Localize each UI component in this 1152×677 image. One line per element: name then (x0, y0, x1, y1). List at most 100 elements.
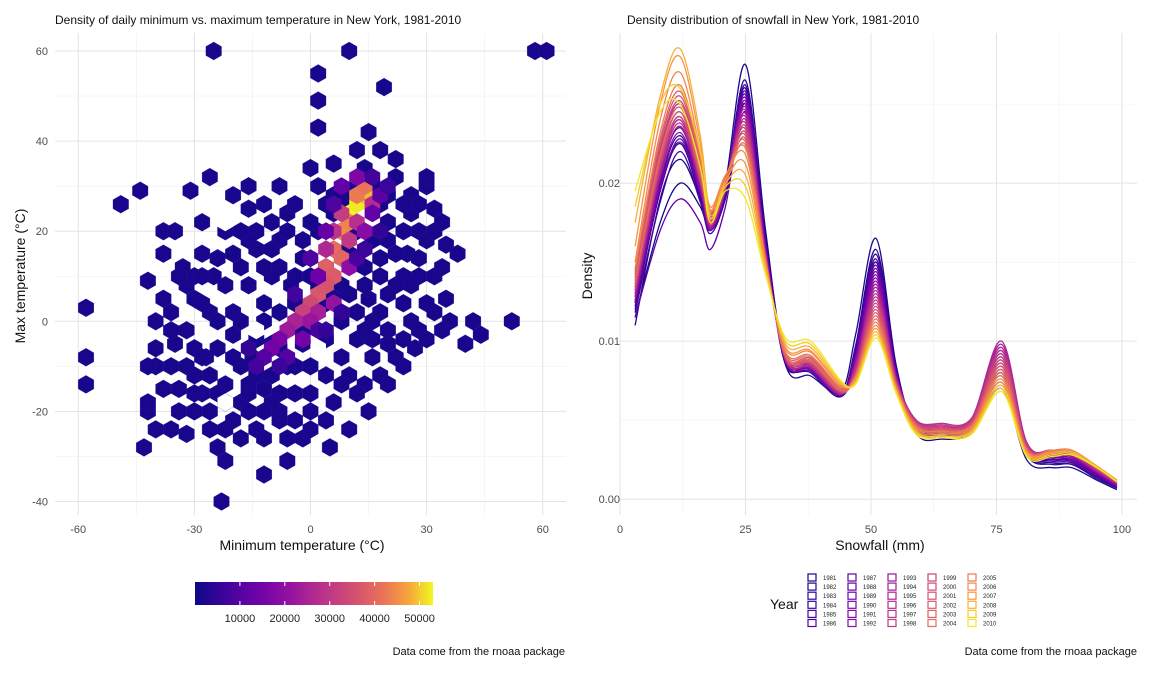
legend-item-1987[interactable]: 1987 (847, 573, 877, 582)
legend-item-1990[interactable]: 1990 (847, 600, 877, 609)
legend-label: 1995 (903, 594, 917, 600)
hexbin-cell (240, 276, 257, 295)
density-lines (634, 47, 1118, 491)
hexbin-cell (78, 298, 94, 317)
hexbin-empty-cell (310, 339, 326, 358)
legend-key (927, 609, 937, 619)
hexbin-cell (387, 149, 404, 169)
density-title: Density distribution of snowfall in New … (627, 13, 919, 27)
hexbin-cells (78, 41, 555, 511)
legend-item-2003[interactable]: 2003 (927, 609, 957, 619)
hexbin-cell (186, 384, 203, 403)
legend-item-1994[interactable]: 1994 (887, 582, 917, 591)
legend-item-1996[interactable]: 1996 (887, 600, 917, 609)
hexbin-cell (194, 348, 211, 367)
legend-item-2005[interactable]: 2005 (967, 573, 997, 582)
hexbin-cell (310, 177, 327, 196)
legend-item-1991[interactable]: 1991 (847, 609, 877, 619)
hexbin-cell (209, 438, 226, 457)
legend-item-2000[interactable]: 2000 (927, 582, 957, 591)
legend-item-2002[interactable]: 2002 (927, 600, 957, 609)
hexbin-cell (271, 177, 288, 196)
hexbin-cell (232, 258, 249, 277)
hexbin-cell (360, 402, 377, 421)
hexbin-cell (372, 303, 389, 322)
density-y-tick-label: 0.02 (599, 178, 620, 190)
legend-item-1983[interactable]: 1983 (807, 591, 837, 600)
hexbin-cell (356, 276, 373, 295)
hexbin-cell-dense (349, 168, 365, 187)
hexbin-cell (194, 244, 211, 263)
hexbin-cell (170, 267, 187, 286)
density-y-tick-label: 0.01 (599, 336, 620, 348)
hexbin-cell (271, 384, 288, 403)
hexbin-cell-dense (341, 231, 357, 250)
colorbar-tick-label: 50000 (404, 613, 435, 625)
hexbin-cell (182, 181, 199, 200)
legend-item-2001[interactable]: 2001 (927, 591, 957, 600)
hexbin-cell-dense (295, 330, 311, 349)
hexbin-x-tick-label: 60 (537, 524, 549, 536)
hexbin-cell (410, 249, 427, 268)
hexbin-cell (240, 384, 257, 403)
hexbin-cell (341, 41, 358, 61)
legend-item-2007[interactable]: 2007 (967, 591, 997, 600)
hexbin-cell-dense (271, 357, 288, 376)
legend-label: 1990 (863, 603, 877, 609)
legend-key (847, 609, 857, 619)
legend-item-1988[interactable]: 1988 (847, 582, 877, 591)
hexbin-cell (256, 294, 272, 313)
hexbin-y-tick-label: -20 (32, 406, 48, 418)
hexbin-cell (372, 366, 389, 385)
hexbin-cell (379, 321, 396, 340)
legend-item-2008[interactable]: 2008 (967, 600, 997, 609)
legend-item-1999[interactable]: 1999 (927, 573, 957, 582)
legend-item-1992[interactable]: 1992 (847, 618, 877, 628)
hexbin-cell (376, 77, 392, 97)
legend-item-1986[interactable]: 1986 (807, 618, 837, 628)
legend-key (927, 582, 937, 591)
hexbin-cell (155, 244, 172, 263)
hexbin-cell (279, 451, 296, 471)
hexbin-cell (403, 276, 420, 295)
density-x-axis-title: Snowfall (mm) (835, 537, 924, 553)
hexbin-cell (139, 393, 156, 412)
legend-item-2009[interactable]: 2009 (967, 609, 997, 618)
hexbin-cell (78, 375, 94, 394)
colorbar-tick-label: 20000 (270, 613, 301, 625)
legend-item-1985[interactable]: 1985 (807, 609, 837, 618)
legend-item-2004[interactable]: 2004 (927, 618, 957, 628)
legend-label: 1986 (823, 622, 837, 628)
legend-label: 2005 (983, 576, 997, 582)
legend-item-1984[interactable]: 1984 (807, 600, 837, 609)
legend-item-2010[interactable]: 2010 (967, 618, 997, 628)
legend-item-1981[interactable]: 1981 (807, 573, 837, 582)
legend-item-1997[interactable]: 1997 (887, 609, 917, 618)
hexbin-cell (170, 379, 187, 399)
hexbin-cell-dense (325, 195, 342, 214)
hexbin-cell (395, 222, 412, 241)
year-legend[interactable]: 1981 1982 1983 1984 1985 1986 1987 1988 1989 1990… (807, 573, 997, 628)
legend-key (927, 618, 937, 628)
hexbin-cell (232, 429, 249, 448)
hexbin-caption: Data come from the rnoaa package (393, 646, 565, 658)
hexbin-cell (356, 321, 373, 340)
legend-item-1989[interactable]: 1989 (847, 591, 877, 600)
legend-item-1982[interactable]: 1982 (807, 582, 837, 591)
legend-item-1993[interactable]: 1993 (887, 573, 917, 582)
legend-item-1998[interactable]: 1998 (887, 618, 917, 628)
legend-item-1995[interactable]: 1995 (887, 591, 917, 600)
hexbin-cell-dense (287, 285, 303, 304)
legend-label: 1992 (863, 622, 877, 628)
density-y-tick-label: 0.00 (599, 494, 620, 506)
hexbin-x-tick-label: 30 (421, 524, 433, 536)
legend-label: 1981 (823, 576, 837, 582)
hexbin-cell (325, 393, 342, 412)
legend-key (967, 600, 977, 609)
legend-item-2006[interactable]: 2006 (967, 582, 997, 591)
legend-label: 2000 (943, 585, 957, 591)
hexbin-cell (256, 402, 272, 421)
hexbin-cell (170, 402, 187, 421)
hexbin-cell (434, 321, 451, 340)
hexbin-cell-dense (380, 177, 396, 196)
